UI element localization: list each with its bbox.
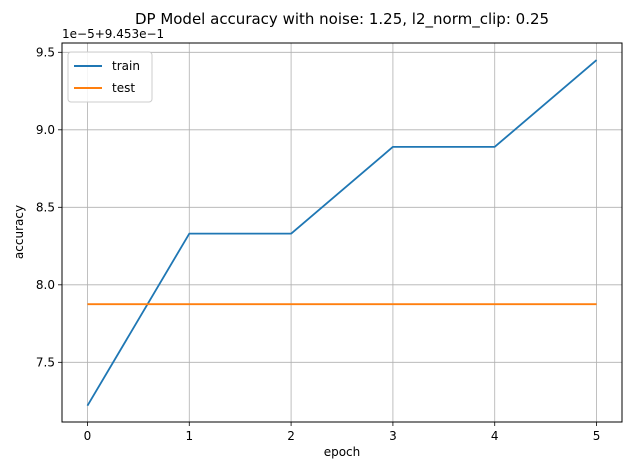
legend: train test [67, 51, 153, 103]
y-tick-label: 8.0 [36, 278, 55, 292]
y-tick-label: 8.5 [36, 200, 55, 214]
x-tick-label: 1 [185, 429, 193, 443]
y-axis-label: accuracy [12, 205, 26, 259]
y-tick-label: 9.5 [36, 45, 55, 59]
x-tick-label: 5 [593, 429, 601, 443]
x-tick-label: 2 [287, 429, 295, 443]
legend-test-label: test [112, 81, 135, 95]
grid-lines [62, 43, 622, 422]
legend-box [67, 51, 153, 103]
plot-frame [61, 42, 623, 423]
x-axis-ticks: 0 1 2 3 4 5 [84, 422, 601, 443]
y-axis-ticks: 7.5 8.0 8.5 9.0 9.5 [36, 45, 62, 369]
x-axis-label: epoch [324, 445, 361, 459]
x-tick-label: 4 [491, 429, 499, 443]
series-lines [86, 59, 598, 407]
chart-title: DP Model accuracy with noise: 1.25, l2_n… [135, 10, 549, 29]
y-tick-label: 9.0 [36, 123, 55, 137]
series-line-train [86, 59, 598, 407]
x-tick-label: 0 [84, 429, 92, 443]
y-offset-label: 1e−5+9.453e−1 [62, 27, 164, 41]
y-tick-label: 7.5 [36, 355, 55, 369]
x-tick-label: 3 [389, 429, 397, 443]
legend-train-label: train [112, 59, 140, 73]
